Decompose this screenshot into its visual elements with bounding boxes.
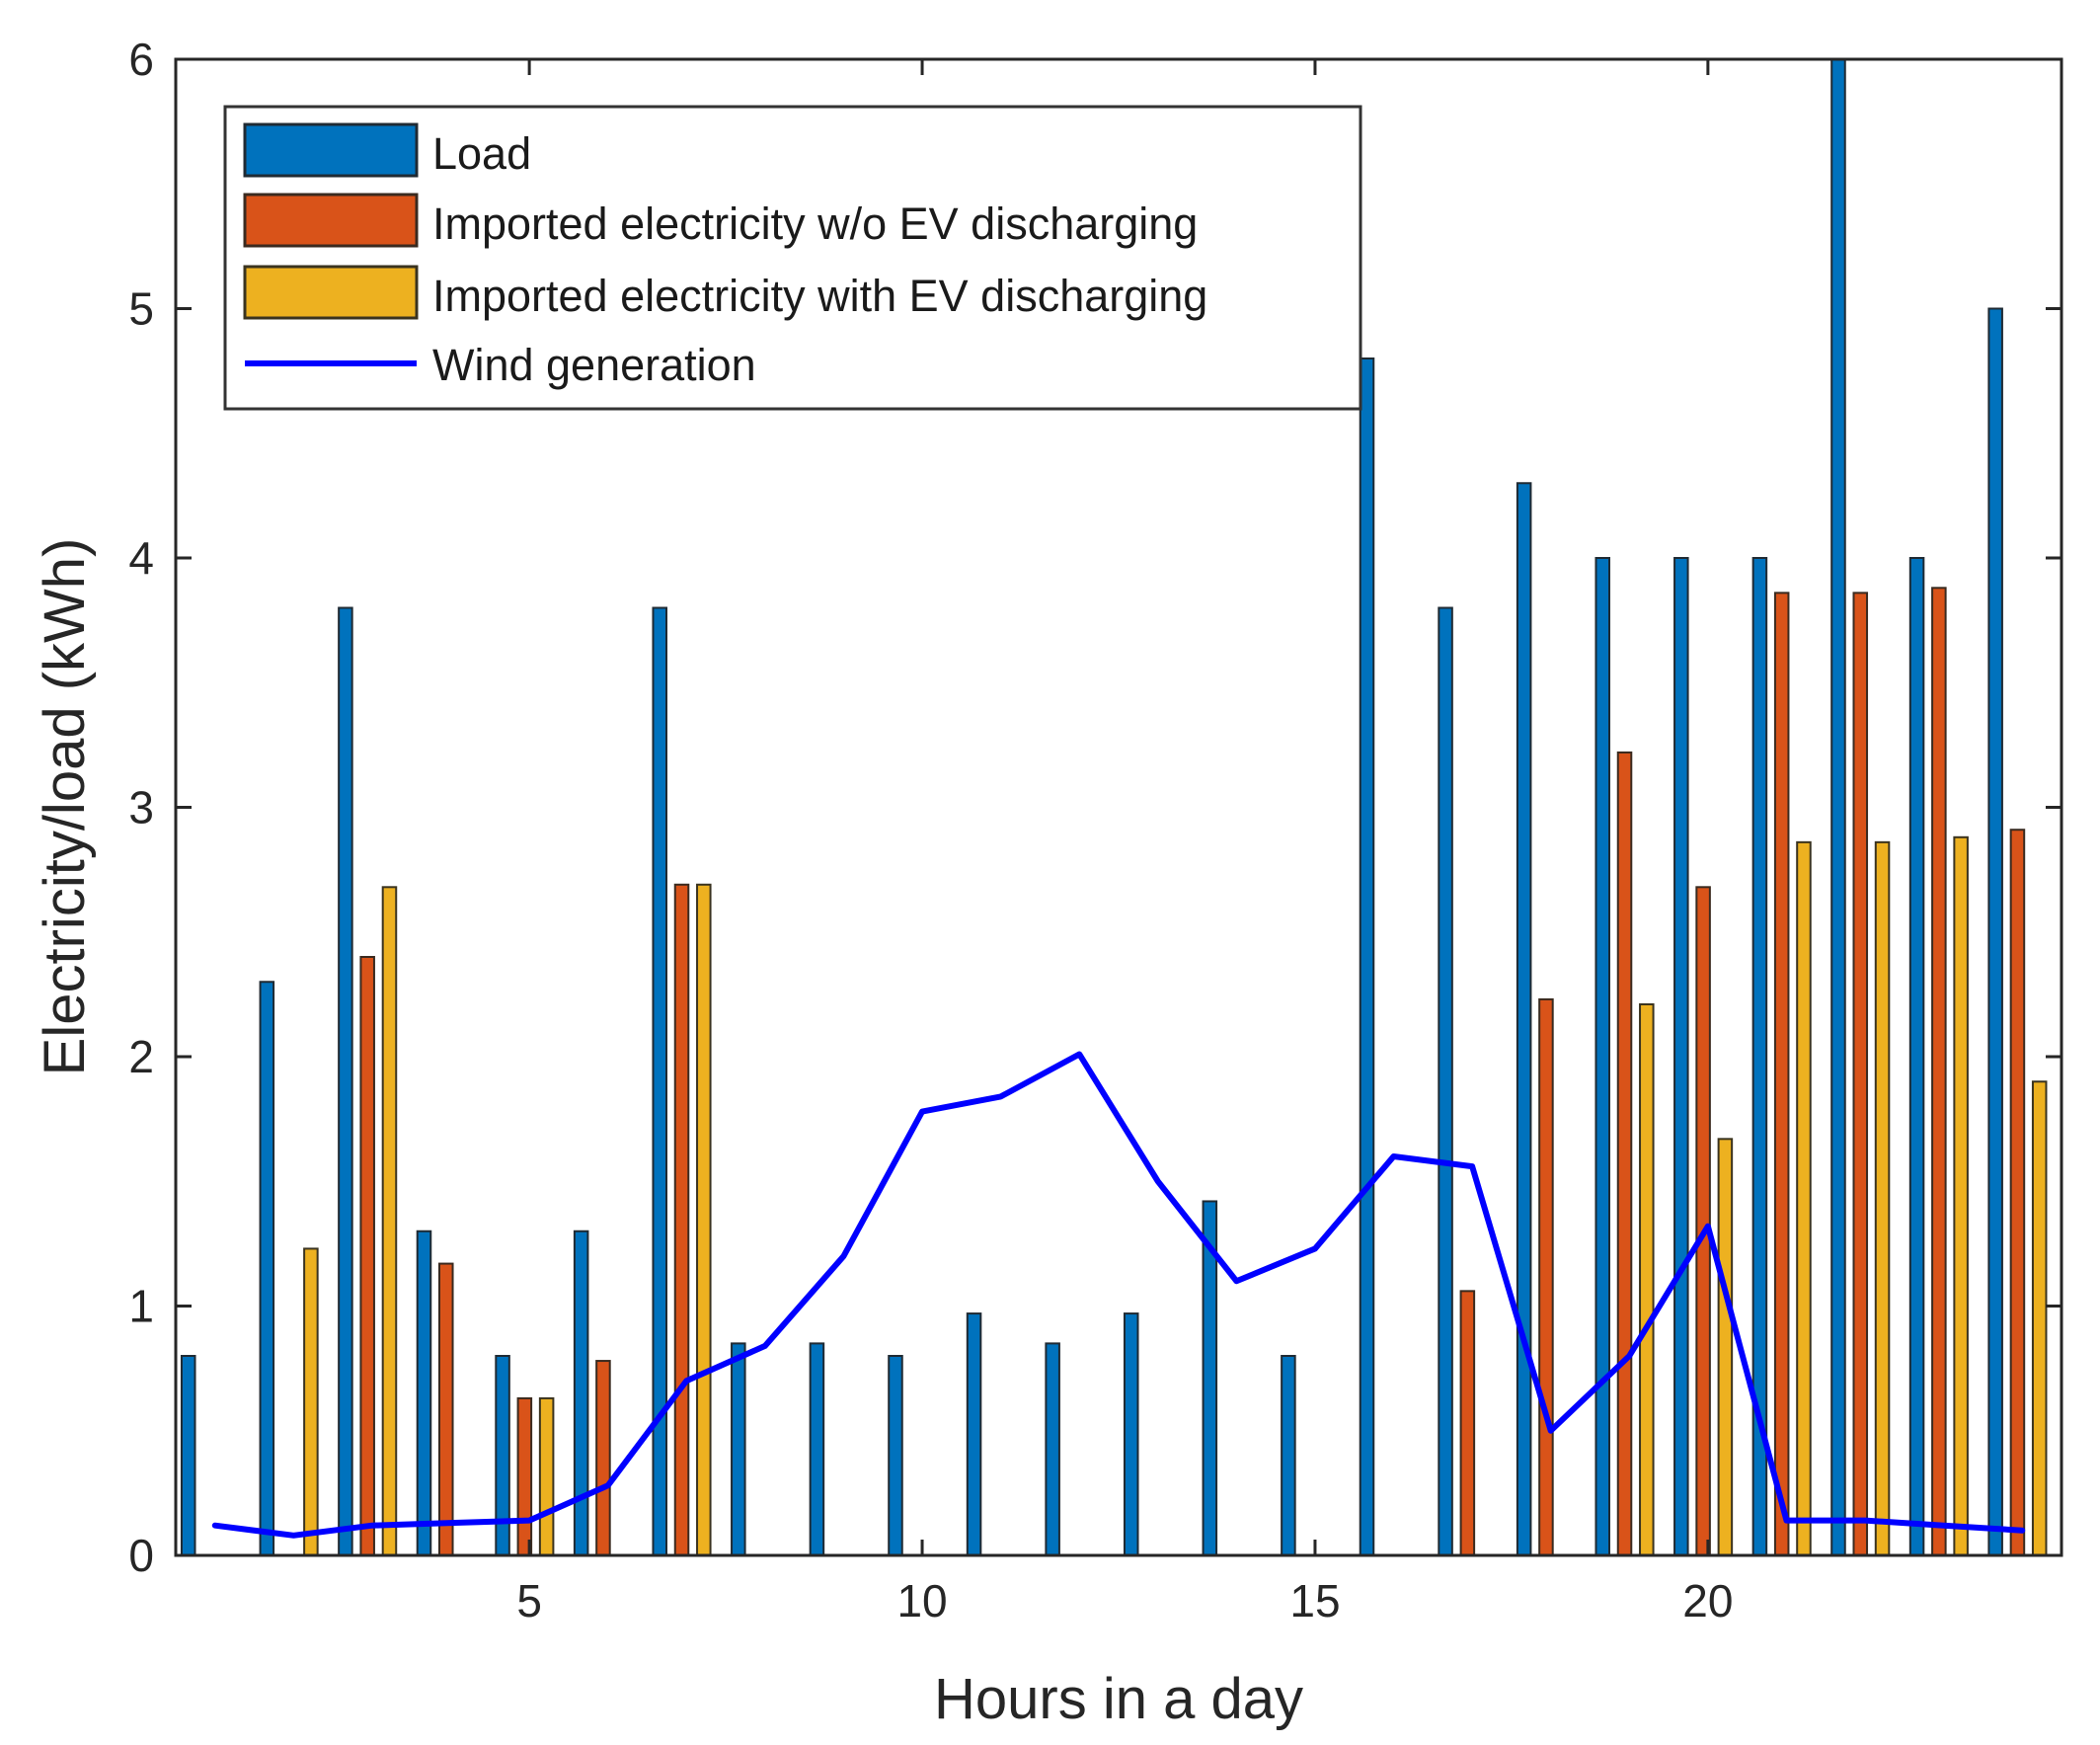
bar-load-hour-15 xyxy=(1281,1355,1296,1556)
x-axis-title: Hours in a day xyxy=(934,1667,1303,1731)
legend-label-imported-with-ev: Imported electricity with EV discharging xyxy=(432,271,1207,321)
bar-load-hour-10 xyxy=(888,1355,903,1556)
bar-load-hour-20 xyxy=(1673,557,1689,1556)
bar-load-hour-18 xyxy=(1516,482,1532,1556)
bar-imported-without-ev-hour-3 xyxy=(359,956,375,1556)
bar-load-hour-24 xyxy=(1987,307,2003,1556)
y-tick-label: 6 xyxy=(128,34,154,85)
bar-imported-without-ev-hour-24 xyxy=(2009,829,2026,1556)
bar-imported-with-ev-hour-2 xyxy=(303,1247,319,1557)
bar-load-hour-1 xyxy=(180,1355,196,1556)
y-tick-label: 0 xyxy=(128,1530,154,1581)
bar-imported-without-ev-hour-21 xyxy=(1773,592,1790,1556)
bar-imported-with-ev-hour-22 xyxy=(1874,840,1891,1556)
legend-label-imported-without-ev: Imported electricity w/o EV discharging xyxy=(432,198,1198,249)
bar-imported-without-ev-hour-20 xyxy=(1695,886,1711,1556)
x-tick-label: 5 xyxy=(516,1575,542,1626)
x-tick-label: 20 xyxy=(1682,1575,1733,1626)
line-layer xyxy=(211,1051,2026,1539)
bar-load-hour-3 xyxy=(338,606,353,1556)
y-tick-label: 1 xyxy=(128,1281,154,1332)
bar-imported-without-ev-hour-17 xyxy=(1459,1290,1476,1556)
y-tick-label: 4 xyxy=(128,532,154,584)
bar-imported-with-ev-hour-19 xyxy=(1639,1002,1655,1556)
y-tick-label: 2 xyxy=(128,1031,154,1082)
bar-load-hour-4 xyxy=(416,1229,432,1556)
wind-generation-line xyxy=(211,1051,2026,1539)
legend: Load Imported electricity w/o EV dischar… xyxy=(223,105,1362,411)
bar-imported-with-ev-hour-24 xyxy=(2031,1080,2048,1556)
bar-imported-without-ev-hour-18 xyxy=(1538,997,1554,1556)
y-tick-label: 5 xyxy=(128,283,154,335)
bar-imported-with-ev-hour-23 xyxy=(1953,835,1969,1556)
bar-imported-with-ev-hour-5 xyxy=(538,1396,555,1557)
bar-load-hour-13 xyxy=(1123,1312,1139,1556)
bar-load-hour-9 xyxy=(809,1342,825,1557)
bar-imported-with-ev-hour-20 xyxy=(1717,1138,1734,1556)
bar-load-hour-23 xyxy=(1908,557,1925,1556)
bar-load-hour-12 xyxy=(1045,1342,1060,1557)
bar-load-hour-16 xyxy=(1359,357,1375,1556)
legend-label-wind: Wind generation xyxy=(432,340,756,390)
x-tick-label: 15 xyxy=(1289,1575,1340,1626)
bar-imported-without-ev-hour-5 xyxy=(516,1396,533,1557)
bar-load-hour-17 xyxy=(1438,606,1453,1556)
x-tick-label: 10 xyxy=(896,1575,947,1626)
y-axis-title: Electricity/load (kWh) xyxy=(33,538,97,1076)
bar-load-hour-5 xyxy=(495,1355,510,1556)
bar-load-hour-8 xyxy=(731,1342,746,1557)
ticks-layer: 0 1 2 3 4 5 6 5 10 15 20 xyxy=(128,34,2061,1626)
legend-label-load: Load xyxy=(432,128,531,179)
bar-load-hour-19 xyxy=(1594,557,1610,1556)
bar-imported-without-ev-hour-4 xyxy=(438,1262,454,1556)
legend-swatch-load xyxy=(243,122,419,178)
legend-swatch-imported-with-ev xyxy=(243,265,419,320)
legend-swatch-imported-without-ev xyxy=(243,193,419,248)
bar-load-hour-6 xyxy=(573,1229,589,1556)
y-tick-label: 3 xyxy=(128,782,154,833)
bar-imported-without-ev-hour-19 xyxy=(1616,751,1633,1556)
bar-imported-without-ev-hour-6 xyxy=(595,1360,611,1557)
bar-load-hour-11 xyxy=(966,1312,982,1556)
bar-imported-with-ev-hour-3 xyxy=(381,886,398,1556)
bar-imported-with-ev-hour-21 xyxy=(1796,840,1812,1556)
bar-load-hour-2 xyxy=(259,981,275,1556)
bar-imported-without-ev-hour-22 xyxy=(1852,592,1869,1556)
bar-imported-without-ev-hour-23 xyxy=(1931,587,1947,1556)
bar-load-hour-22 xyxy=(1830,58,1846,1556)
bar-imported-with-ev-hour-7 xyxy=(696,883,712,1556)
bar-imported-without-ev-hour-7 xyxy=(673,883,690,1556)
